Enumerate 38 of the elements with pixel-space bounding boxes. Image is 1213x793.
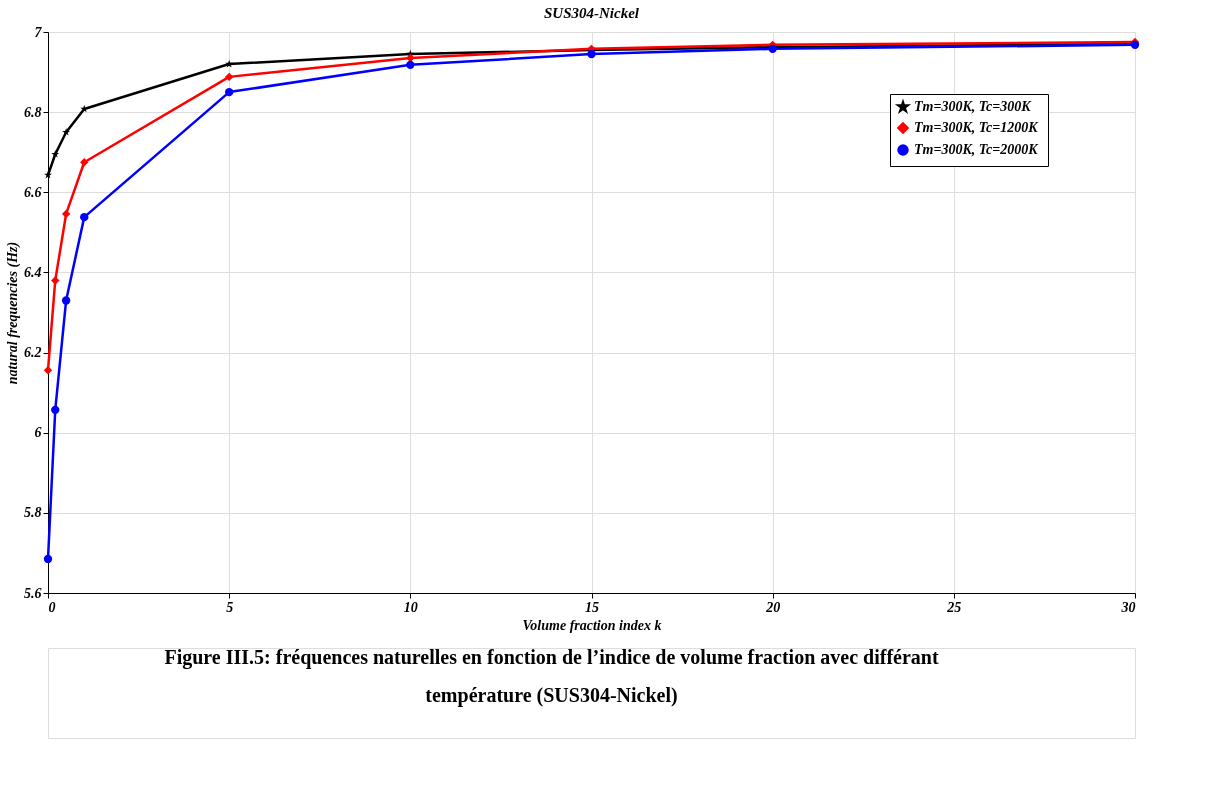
x-tick-label: 0 bbox=[48, 599, 56, 615]
chart-title: SUS304-Nickel bbox=[544, 5, 640, 21]
y-tick-label: 6 bbox=[34, 425, 42, 441]
y-tick-label: 7 bbox=[34, 24, 43, 40]
x-tick-label: 25 bbox=[946, 599, 962, 615]
legend-label: Tm=300K, Tc=2000K bbox=[914, 142, 1040, 157]
x-tick-label: 5 bbox=[226, 599, 234, 615]
point bbox=[51, 276, 60, 285]
point bbox=[61, 296, 71, 305]
y-tick-label: 6.8 bbox=[24, 104, 42, 120]
x-tick-label: 15 bbox=[585, 599, 599, 615]
text: Figure III.5: fréquences naturelles en fonction de l’indice de volume fraction avec différant température (SUS304-Nickel) bbox=[164, 646, 939, 707]
point bbox=[62, 128, 71, 136]
y-axis-title: natural frequencies (Hz) bbox=[5, 241, 21, 385]
y-tick-label: 5.6 bbox=[24, 585, 42, 601]
x-axis-title: Volume fraction index k bbox=[522, 617, 662, 633]
point bbox=[80, 212, 89, 222]
point bbox=[225, 59, 234, 68]
point bbox=[406, 60, 415, 70]
y-tick-label: 6.6 bbox=[24, 184, 42, 200]
point bbox=[587, 49, 596, 59]
y-tick-label: 6.4 bbox=[24, 264, 42, 280]
x-tick-label: 30 bbox=[1120, 599, 1136, 615]
point bbox=[224, 87, 234, 97]
legend-label: Tm=300K, Tc=1200K bbox=[914, 120, 1040, 135]
point bbox=[80, 158, 89, 167]
point bbox=[51, 405, 60, 415]
point bbox=[61, 209, 71, 219]
x-tick-label: 10 bbox=[403, 599, 418, 615]
point bbox=[44, 170, 52, 179]
y-tick-label: 5.8 bbox=[24, 505, 42, 521]
point bbox=[51, 150, 60, 158]
point bbox=[224, 72, 234, 82]
x-tick-label: 20 bbox=[765, 599, 781, 615]
point bbox=[43, 554, 53, 564]
y-tick-label: 6.2 bbox=[24, 345, 42, 361]
legend-label: Tm=300K, Tc=300K bbox=[914, 99, 1033, 114]
point bbox=[43, 366, 53, 375]
